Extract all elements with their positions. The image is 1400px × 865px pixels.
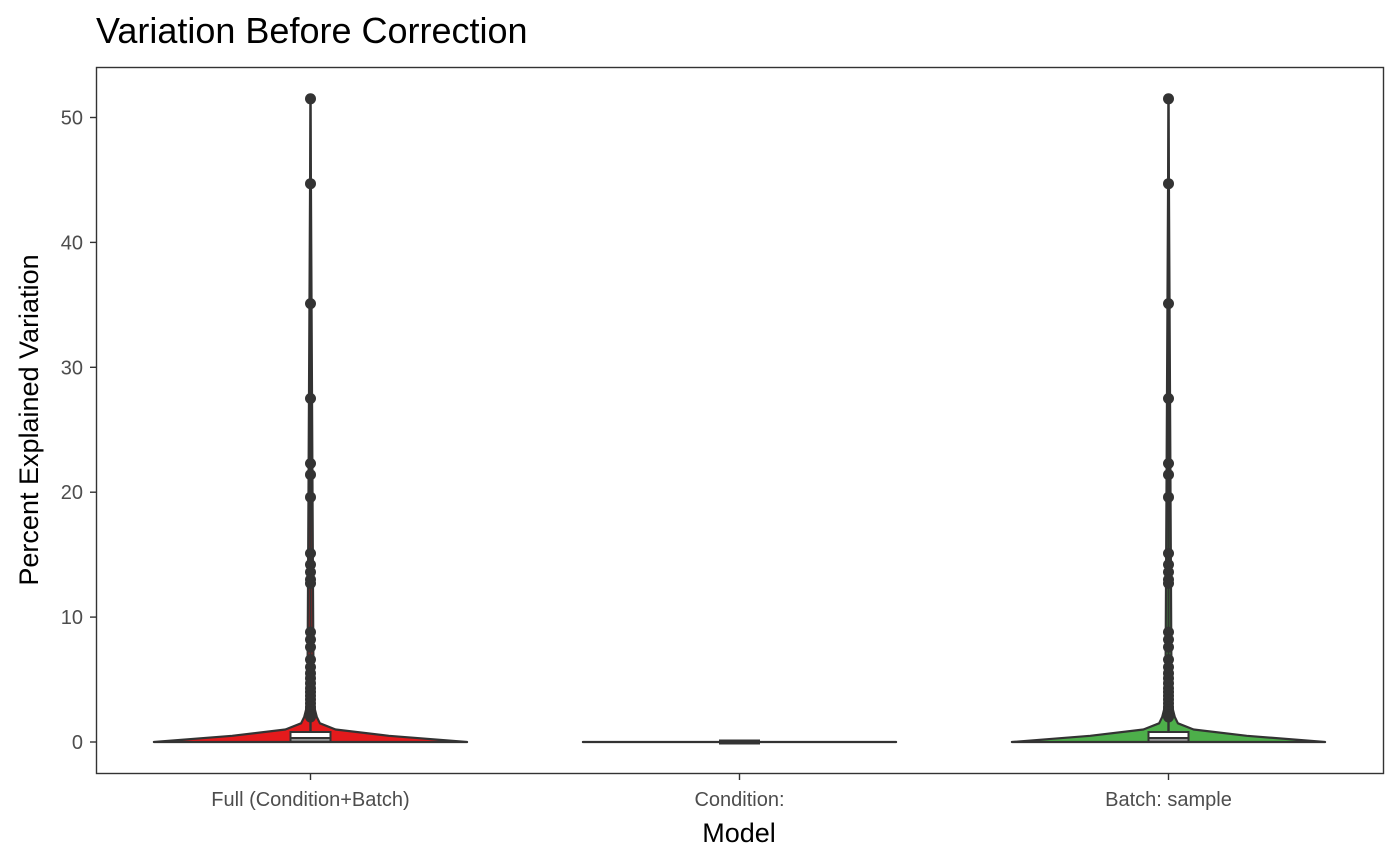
outlier-point xyxy=(305,298,316,310)
outlier-point xyxy=(305,711,316,723)
outlier-point xyxy=(1163,298,1174,310)
outlier-point xyxy=(1163,577,1174,589)
x-axis-title: Model xyxy=(702,818,776,848)
violin-group xyxy=(581,739,898,745)
outlier-point xyxy=(1163,547,1174,559)
outlier-point xyxy=(1163,491,1174,503)
outlier-point xyxy=(1163,469,1174,481)
plot-panel xyxy=(95,66,1385,775)
violin-group xyxy=(1010,93,1327,744)
outlier-point xyxy=(305,393,316,404)
outlier-point xyxy=(1163,393,1174,404)
box-iqr xyxy=(289,731,332,743)
outlier-point xyxy=(305,458,316,469)
x-tick-label: Condition: xyxy=(694,789,784,811)
outlier-point xyxy=(1163,711,1174,723)
chart-title: Variation Before Correction xyxy=(96,10,528,51)
box-iqr xyxy=(719,739,760,745)
outlier-point xyxy=(305,93,316,105)
y-axis-title: Percent Explained Variation xyxy=(14,254,44,585)
y-tick-label: 30 xyxy=(61,357,83,379)
y-axis: 0 10 20 30 40 50 xyxy=(61,108,96,754)
outlier-point xyxy=(305,469,316,481)
box-iqr xyxy=(1147,731,1190,743)
outlier-point xyxy=(305,178,316,190)
y-tick-label: 10 xyxy=(61,607,83,629)
x-tick-label: Batch: sample xyxy=(1105,789,1232,811)
violins-layer xyxy=(152,93,1327,745)
outlier-point xyxy=(1163,458,1174,469)
outlier-point xyxy=(1163,93,1174,105)
outlier-point xyxy=(305,641,316,653)
x-axis: Full (Condition+Batch) Condition: Batch: s… xyxy=(211,773,1232,811)
y-tick-label: 20 xyxy=(61,482,83,504)
outlier-point xyxy=(1163,178,1174,190)
y-tick-label: 0 xyxy=(72,732,83,754)
outlier-point xyxy=(305,491,316,503)
x-tick-label: Full (Condition+Batch) xyxy=(211,789,409,811)
y-tick-label: 40 xyxy=(61,232,83,254)
y-tick-label: 50 xyxy=(61,108,83,130)
violin-group xyxy=(152,93,469,744)
outlier-point xyxy=(1163,641,1174,653)
outlier-point xyxy=(305,577,316,589)
outlier-point xyxy=(305,547,316,559)
